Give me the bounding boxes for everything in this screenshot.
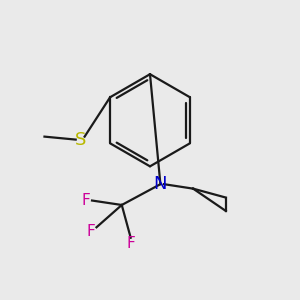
Text: F: F (126, 236, 135, 251)
Text: F: F (86, 224, 95, 239)
Text: F: F (82, 193, 91, 208)
Text: S: S (74, 130, 86, 148)
Text: N: N (154, 175, 167, 193)
